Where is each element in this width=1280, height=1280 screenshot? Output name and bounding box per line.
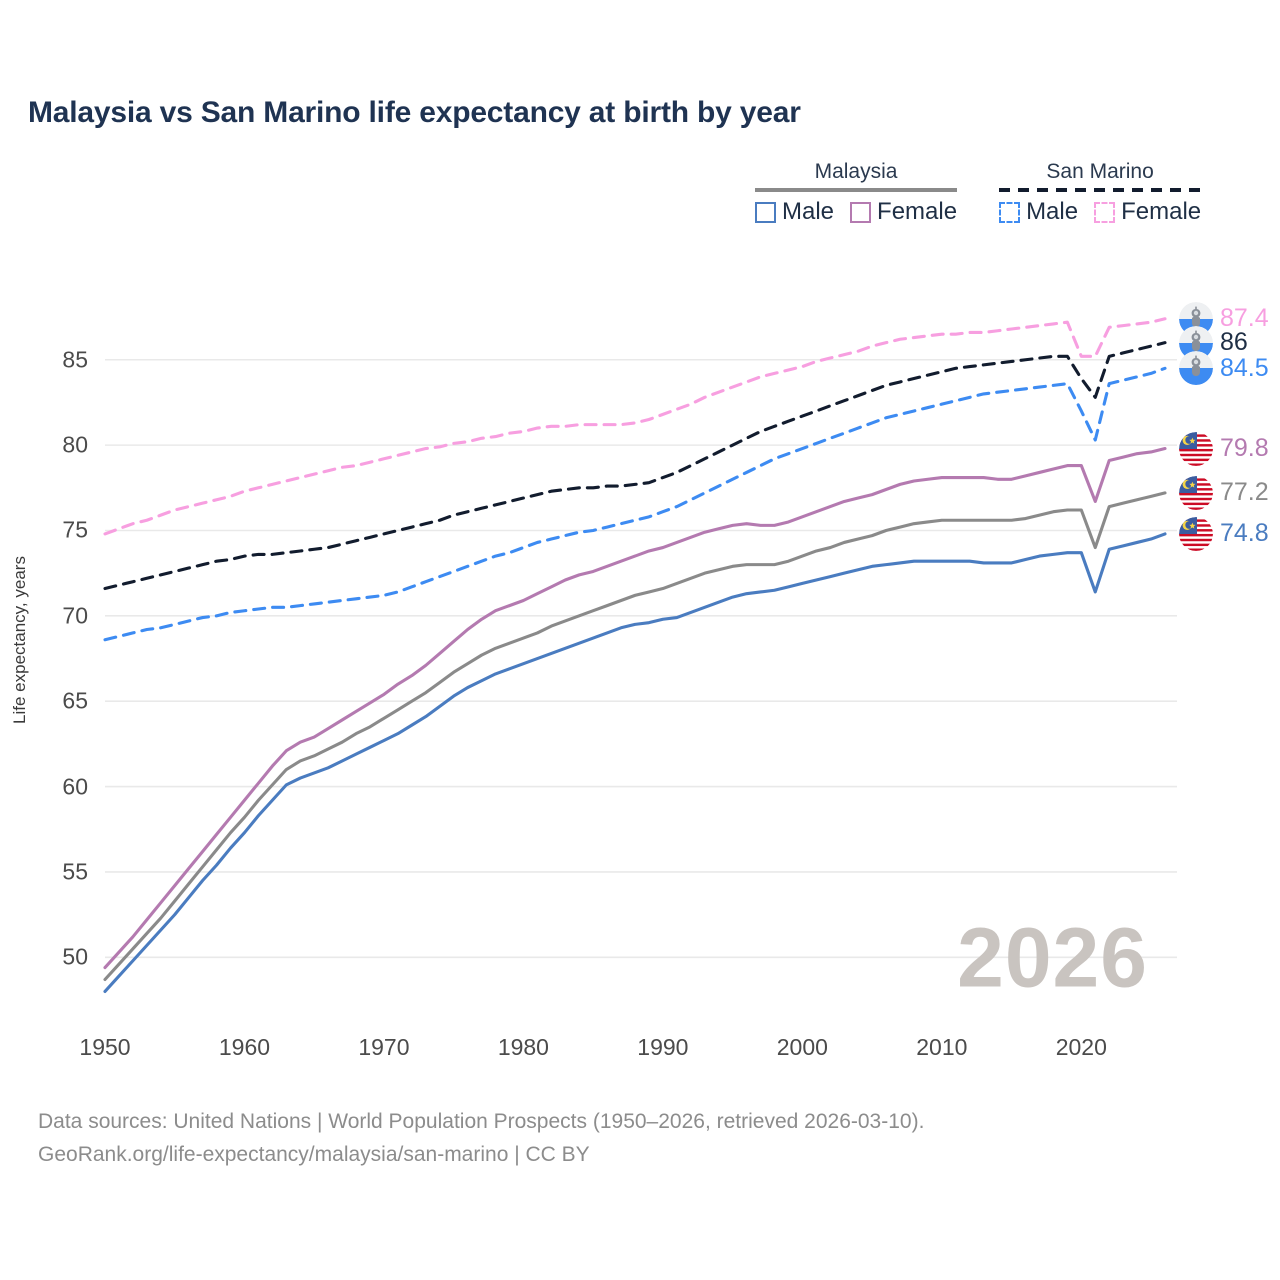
series-end-label: 74.8 [1179, 516, 1269, 551]
x-axis-tick: 1970 [358, 1034, 410, 1060]
y-axis-tick: 85 [62, 346, 88, 373]
legend-swatch-icon [850, 201, 872, 223]
series-line-malaysia-male [103, 532, 1167, 994]
series-line-san-marino-total [103, 341, 1167, 591]
y-axis-tick: 60 [62, 773, 88, 800]
year-watermark: 2026 [957, 910, 1148, 1005]
series-end-value: 74.8 [1220, 519, 1269, 548]
y-axis-tick: 65 [62, 687, 88, 714]
chart-legend: Malaysia Male Female San Marino Male [755, 160, 1202, 226]
series-end-value: 86 [1220, 328, 1248, 357]
legend-country-label: Malaysia [814, 160, 898, 183]
series-line-san-marino-female [103, 317, 1167, 536]
legend-item-label: Female [1121, 198, 1202, 225]
legend-group-san-marino: San Marino Male Female [999, 160, 1202, 226]
chart-footer: Data sources: United Nations | World Pop… [38, 1106, 924, 1171]
footer-line-sources: Data sources: United Nations | World Pop… [38, 1110, 925, 1133]
legend-item-label: Female [877, 198, 958, 225]
malaysia-flag-icon [1179, 475, 1213, 510]
series-end-value: 77.2 [1220, 478, 1269, 507]
series-end-value: 79.8 [1220, 434, 1269, 463]
series-end-label: 77.2 [1179, 475, 1269, 510]
series-line-malaysia-total [103, 491, 1167, 982]
series-end-value: 87.4 [1220, 304, 1269, 333]
x-axis-tick: 2010 [916, 1034, 968, 1060]
x-axis-tick: 1980 [497, 1034, 549, 1060]
x-axis-tick: 2000 [776, 1034, 828, 1060]
legend-swatch-icon [755, 201, 776, 223]
legend-swatch-icon [999, 201, 1021, 223]
series-end-value: 84.5 [1220, 353, 1269, 382]
series-end-label: 84.5 [1179, 351, 1269, 386]
malaysia-flag-icon [1179, 516, 1213, 551]
legend-rule-dashed [999, 188, 1202, 192]
y-axis-tick: 80 [62, 431, 88, 458]
legend-item-san-marino-female[interactable]: Female [1094, 198, 1201, 226]
legend-item-malaysia-male[interactable]: Male [755, 198, 834, 226]
y-axis-tick: 75 [62, 516, 88, 543]
legend-item-malaysia-female[interactable]: Female [850, 198, 957, 226]
legend-swatch-icon [1094, 201, 1116, 223]
y-axis-label: Life expectancy, years [10, 556, 29, 724]
footer-line-url: GeoRank.org/life-expectancy/malaysia/san… [38, 1142, 590, 1166]
series-line-san-marino-male [103, 366, 1167, 642]
malaysia-flag-icon [1179, 431, 1213, 466]
page-title: Malaysia vs San Marino life expectancy a… [28, 96, 801, 129]
legend-item-san-marino-male[interactable]: Male [999, 198, 1078, 226]
series-end-label: 86 [1179, 325, 1248, 360]
series-end-label: 79.8 [1179, 431, 1269, 466]
x-axis-tick: 1960 [218, 1034, 271, 1060]
legend-group-malaysia: Malaysia Male Female [755, 160, 958, 226]
x-axis-tick: 1990 [637, 1034, 689, 1060]
x-axis-tick: 2020 [1055, 1034, 1107, 1060]
series-line-malaysia-female [103, 446, 1167, 970]
x-axis-tick: 1950 [79, 1034, 131, 1060]
san-marino-flag-icon [1179, 351, 1213, 386]
y-axis-tick: 55 [62, 858, 88, 885]
legend-rule-solid [755, 188, 958, 192]
legend-item-label: Male [1026, 198, 1079, 225]
legend-item-label: Male [782, 198, 835, 225]
y-axis-tick: 70 [62, 602, 88, 629]
y-axis-tick: 50 [62, 943, 88, 970]
legend-country-label: San Marino [1046, 160, 1154, 183]
